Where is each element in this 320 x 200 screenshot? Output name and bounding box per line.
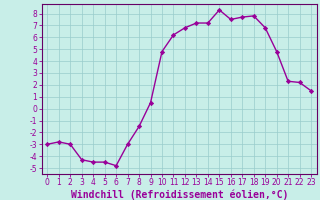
X-axis label: Windchill (Refroidissement éolien,°C): Windchill (Refroidissement éolien,°C)	[70, 190, 288, 200]
